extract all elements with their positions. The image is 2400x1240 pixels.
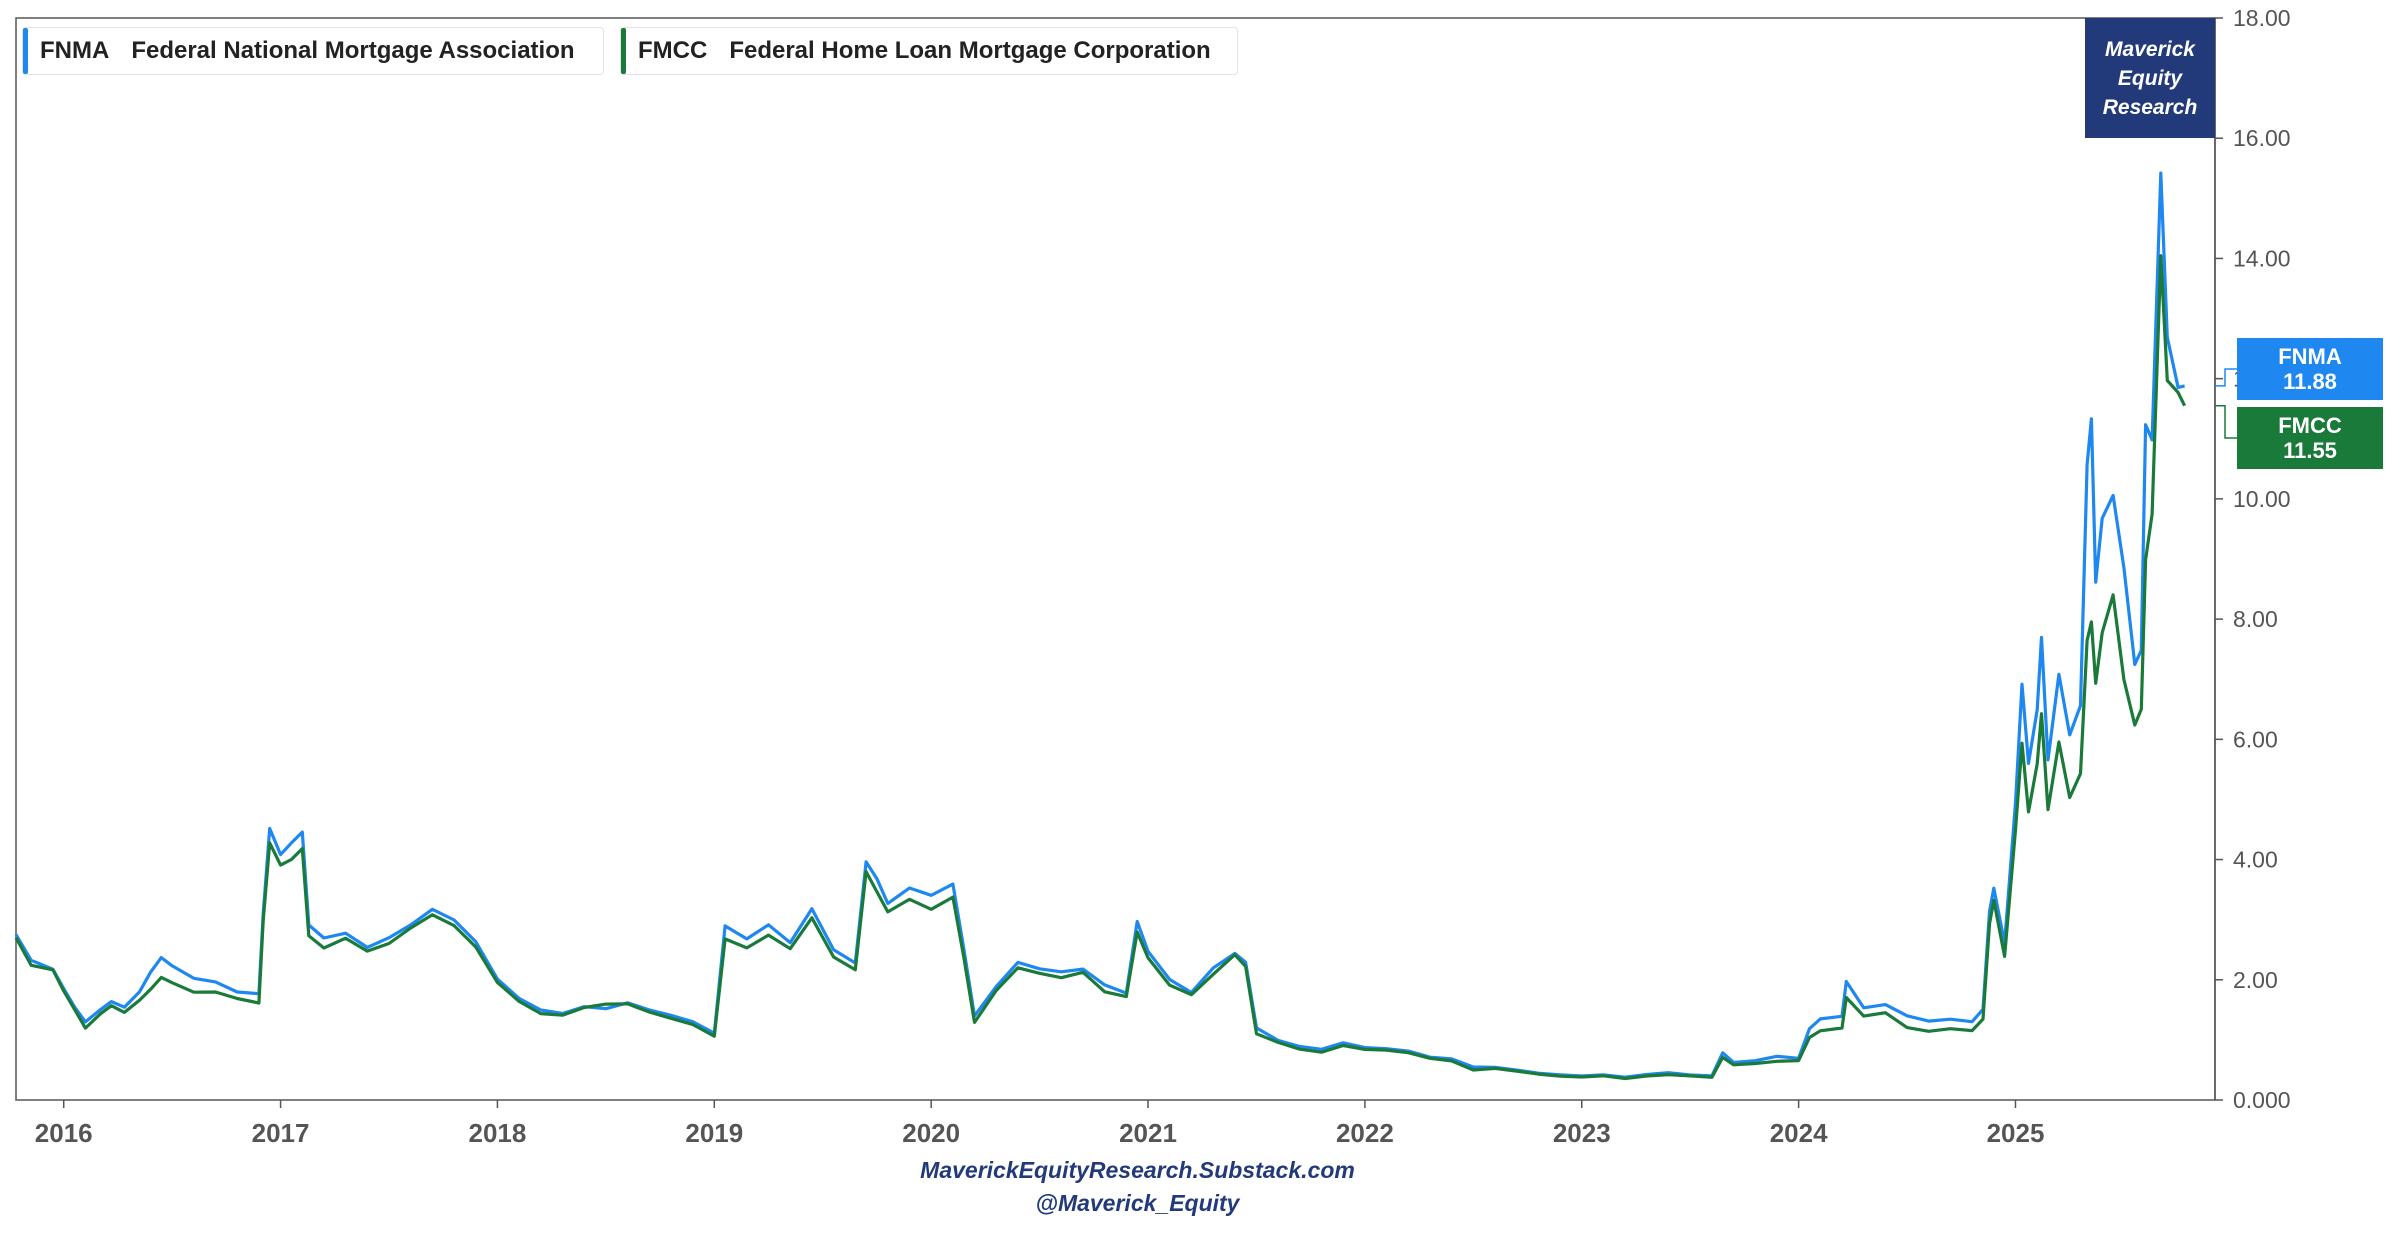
legend-color-bar-fnma xyxy=(23,28,28,74)
brand-logo: Maverick Equity Research xyxy=(2085,18,2215,138)
last-value-connectors xyxy=(2215,368,2237,439)
legend-symbol-fnma: FNMA xyxy=(40,37,110,64)
y-tick-label-8.00: 8.00 xyxy=(2233,606,2278,632)
last-value-tag-fnma-value: 11.88 xyxy=(2283,369,2337,394)
legend-color-bar-fmcc xyxy=(621,28,626,74)
brand-line-3: Research xyxy=(2102,95,2198,119)
y-tick-label-16.00: 16.00 xyxy=(2233,125,2291,151)
y-tick-label-10.00: 10.00 xyxy=(2233,486,2291,512)
y-axis: 0.0002.004.006.008.0010.0012.0014.0016.0… xyxy=(2215,5,2291,1113)
legend-symbol-fmcc: FMCC xyxy=(638,37,708,64)
series-line-fnma xyxy=(14,171,2185,1079)
x-tick-label-2022: 2022 xyxy=(1336,1118,1394,1148)
last-value-connector-fmcc xyxy=(2215,404,2237,439)
x-tick-label-2016: 2016 xyxy=(35,1118,93,1148)
last-value-tag-fnma-symbol: FNMA xyxy=(2278,344,2342,369)
last-value-tag-fnma: FNMA 11.88 xyxy=(2237,338,2383,400)
legend-item-fmcc[interactable]: FMCC Federal Home Loan Mortgage Corporat… xyxy=(620,27,1238,75)
legend-item-fnma[interactable]: FNMA Federal National Mortgage Associati… xyxy=(22,27,604,75)
brand-line-2: Equity xyxy=(2117,66,2183,90)
series-line-fmcc xyxy=(14,254,2187,1081)
legend-name-fmcc: Federal Home Loan Mortgage Corporation xyxy=(729,37,1211,64)
x-axis: 2016 2017 2018 2019 2020 2021 2022 2023 2024 2025 xyxy=(35,1100,2045,1148)
last-value-connector-fnma xyxy=(2215,368,2237,387)
last-value-tag-fmcc: FMCC 11.55 xyxy=(2237,407,2383,469)
y-tick-label-2.00: 2.00 xyxy=(2233,967,2278,993)
brand-line-1: Maverick xyxy=(2105,37,2195,61)
last-value-tag-fmcc-value: 11.55 xyxy=(2283,438,2337,463)
legend-name-fnma: Federal National Mortgage Association xyxy=(131,37,575,64)
x-tick-label-2025: 2025 xyxy=(1987,1118,2045,1148)
x-tick-label-2018: 2018 xyxy=(469,1118,527,1148)
last-value-tag-fmcc-symbol: FMCC xyxy=(2278,413,2342,438)
series-layer xyxy=(14,171,2187,1081)
x-tick-label-2021: 2021 xyxy=(1119,1118,1177,1148)
y-tick-label-4.00: 4.00 xyxy=(2233,847,2278,873)
y-tick-label-18.00: 18.00 xyxy=(2233,5,2291,31)
y-tick-label-6.00: 6.00 xyxy=(2233,726,2278,752)
y-tick-label-0.000: 0.000 xyxy=(2233,1087,2291,1113)
y-tick-label-14.00: 14.00 xyxy=(2233,245,2291,271)
x-tick-label-2024: 2024 xyxy=(1770,1118,1828,1148)
x-tick-label-2023: 2023 xyxy=(1553,1118,1611,1148)
footer-site: MaverickEquityResearch.Substack.com xyxy=(920,1157,1355,1183)
footer-handle: @Maverick_Equity xyxy=(1035,1190,1240,1216)
x-tick-label-2020: 2020 xyxy=(902,1118,960,1148)
x-tick-label-2017: 2017 xyxy=(252,1118,310,1148)
x-tick-label-2019: 2019 xyxy=(685,1118,743,1148)
